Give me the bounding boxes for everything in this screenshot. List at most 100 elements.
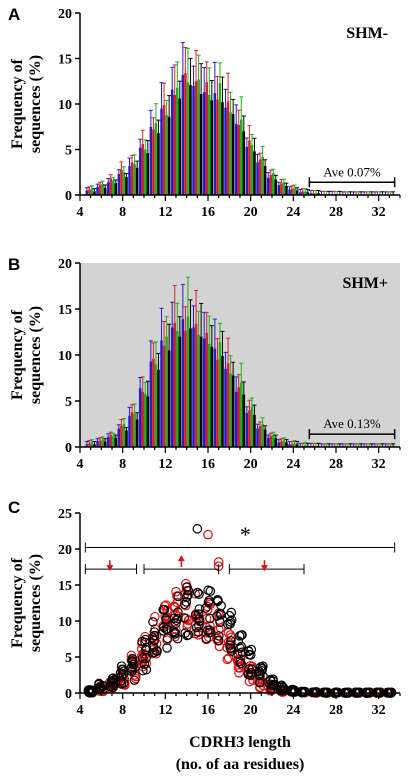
bar — [282, 182, 286, 195]
bar — [117, 428, 121, 447]
y-tick-label: 15 — [58, 579, 72, 594]
bar — [173, 322, 176, 447]
bar — [312, 193, 315, 195]
bar — [88, 443, 91, 447]
data-point — [83, 687, 94, 697]
y-tick-label: 0 — [65, 441, 72, 456]
bar — [178, 98, 182, 195]
bar — [263, 165, 267, 195]
data-point — [254, 677, 265, 688]
panel-a: A Frequency of sequences (%) SHM- Ave 0.07% 0… — [8, 5, 401, 220]
x-axis-label-line1: CDRH3 length — [189, 734, 291, 751]
bar — [170, 327, 174, 447]
x-tick-label: 32 — [372, 205, 386, 220]
x-tick-label: 4 — [77, 205, 84, 220]
data-point — [265, 679, 275, 690]
bar — [202, 92, 206, 195]
bar — [141, 144, 144, 195]
x-tick-label: 8 — [119, 205, 126, 220]
bar — [242, 131, 246, 195]
x-tick-label: 28 — [329, 457, 343, 472]
bar — [98, 184, 102, 195]
bar — [248, 140, 251, 195]
data-point — [255, 683, 265, 693]
bar — [237, 387, 240, 447]
data-point — [169, 626, 179, 637]
y-axis-label-line2: sequences (%) — [27, 306, 44, 404]
x-tick-label: 28 — [329, 703, 343, 718]
bar — [101, 439, 104, 447]
bar — [285, 442, 288, 447]
bar — [93, 191, 96, 195]
bar — [258, 425, 262, 447]
data-point — [191, 622, 202, 633]
y-axis-label: Frequency of sequences (%) — [9, 55, 44, 153]
data-point — [116, 679, 127, 689]
bar — [178, 336, 182, 447]
bar — [117, 174, 121, 195]
bar — [269, 174, 272, 195]
bar — [120, 425, 123, 447]
x-tick-label: 12 — [158, 205, 172, 220]
y-tick-label: 20 — [58, 257, 72, 272]
bar — [176, 87, 179, 195]
bar — [133, 413, 136, 447]
bar — [192, 327, 195, 447]
bar — [208, 94, 211, 195]
bar — [272, 435, 275, 447]
data-point — [203, 597, 214, 608]
bar — [277, 184, 281, 195]
bar — [250, 406, 254, 447]
bar — [274, 179, 278, 195]
bar — [199, 93, 203, 195]
bar — [103, 187, 107, 195]
data-point — [213, 635, 224, 646]
bar — [146, 153, 150, 195]
bar — [231, 114, 235, 195]
bar — [210, 100, 214, 195]
bar — [224, 107, 227, 195]
y-axis-label-line1: Frequency of — [9, 309, 26, 400]
x-tick-label: 4 — [77, 703, 84, 718]
data-point — [201, 633, 212, 644]
bar — [101, 184, 104, 195]
bar — [234, 124, 238, 195]
bar — [120, 169, 123, 195]
data-point — [172, 613, 183, 624]
data-point — [158, 622, 169, 633]
data-point — [127, 661, 137, 672]
data-point — [140, 637, 150, 648]
bar — [162, 104, 166, 195]
bar — [266, 177, 270, 195]
data-point — [205, 613, 215, 624]
data-point — [225, 640, 236, 650]
x-tick-label: 32 — [372, 457, 386, 472]
data-point — [194, 620, 204, 631]
bar — [192, 85, 195, 195]
y-axis-label: Frequency of sequences (%) — [9, 554, 44, 652]
data-point — [225, 643, 236, 654]
data-point — [276, 680, 287, 691]
data-point — [214, 631, 224, 641]
data-point — [148, 617, 158, 627]
data-point — [94, 679, 104, 690]
x-tick-label: 20 — [244, 703, 258, 718]
panel-b: B Frequency of sequences (%) SHM+ Ave 0.13% 0… — [8, 255, 401, 472]
x-tick-label: 16 — [201, 205, 215, 220]
bar — [106, 436, 110, 447]
bar — [240, 119, 243, 195]
bar — [181, 319, 185, 447]
bar — [314, 193, 318, 195]
data-point — [232, 649, 243, 659]
data-point — [233, 636, 244, 646]
bar — [221, 355, 224, 447]
bar — [170, 89, 174, 195]
data-point — [193, 627, 204, 637]
data-point — [149, 630, 160, 641]
bar — [165, 336, 168, 447]
y-axis-label-line1: Frequency of — [9, 557, 26, 648]
bar — [125, 176, 128, 195]
x-tick-label: 20 — [244, 205, 258, 220]
bar — [245, 412, 249, 447]
